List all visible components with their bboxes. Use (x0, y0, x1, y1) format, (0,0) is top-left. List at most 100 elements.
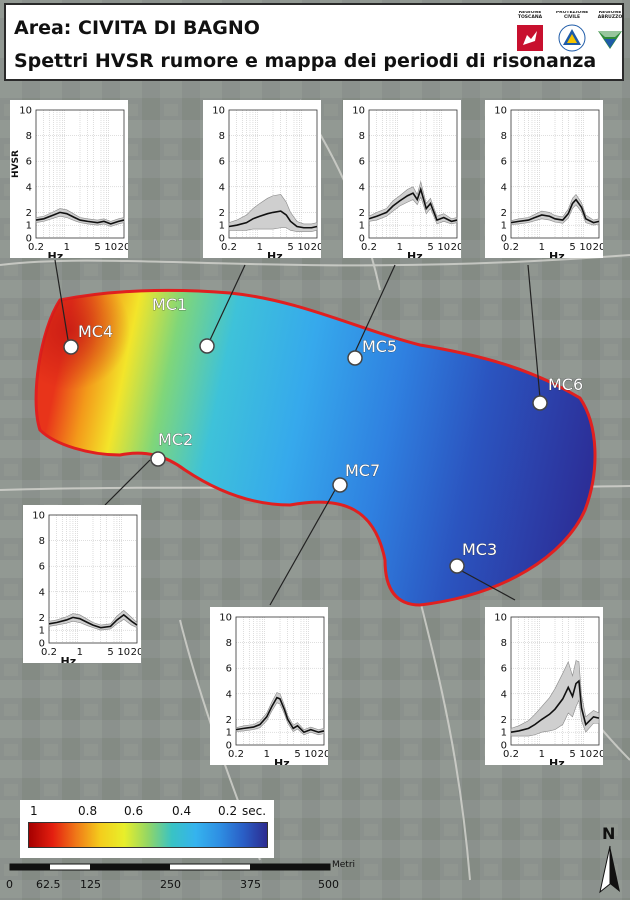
logo-text: REGIONE TOSCANA (517, 11, 543, 20)
y-tick-label: 6 (26, 157, 32, 168)
y-tick-label: 1 (359, 221, 365, 232)
scale-bar-graphic (9, 863, 331, 871)
x-axis-label: Hz (274, 757, 290, 765)
y-tick-label: 10 (494, 613, 507, 624)
plot-frame (235, 616, 325, 746)
hvsr-chart-mc3: 0 1 2 4 6 8 10 0.2 1 Hz 5 10 20 (485, 607, 603, 765)
plot-frame (35, 109, 125, 239)
plot-frame (48, 514, 138, 644)
legend-label: 1 (30, 804, 38, 818)
scale-label: 375 (240, 878, 261, 891)
hvsr-chart-mc7: 0 1 2 4 6 8 10 0.2 1 Hz 5 10 20 (210, 607, 328, 765)
y-tick-label: 4 (359, 182, 365, 193)
y-tick-label: 4 (39, 587, 45, 598)
north-label: N (602, 824, 616, 843)
x-tick-label: 5 (427, 242, 433, 253)
y-tick-label: 0 (219, 234, 225, 245)
hvsr-std-band (48, 609, 138, 631)
y-tick-label: 1 (501, 221, 507, 232)
y-tick-label: 6 (226, 664, 232, 675)
x-tick-label: 20 (593, 749, 603, 760)
x-tick-label: 20 (311, 242, 321, 253)
x-tick-label: 20 (451, 242, 461, 253)
x-tick-label: 0.2 (503, 242, 519, 253)
x-tick-label: 10 (297, 242, 310, 253)
y-tick-label: 1 (226, 728, 232, 739)
legend-label: 0.2 (218, 804, 238, 818)
title-block: Area: CIVITA DI BAGNO Spettri HVSR rumor… (4, 3, 624, 81)
y-axis-label: HVSR (11, 150, 21, 178)
hvsr-chart-mc2: 0 1 2 4 6 8 10 0.2 1 5 10 20 Hz (23, 505, 141, 663)
hvsr-mean-line (368, 186, 458, 223)
plot-frame (228, 109, 318, 239)
y-tick-label: 4 (226, 689, 232, 700)
hvsr-mean-line (235, 696, 325, 734)
y-tick-label: 4 (26, 182, 32, 193)
x-tick-label: 10 (304, 749, 317, 760)
x-tick-label: 1 (257, 242, 263, 253)
site-marker-mc7[interactable] (332, 477, 348, 493)
y-tick-label: 0 (501, 741, 507, 752)
site-label-mc7: MC7 (345, 461, 380, 480)
x-axis-label: Hz (407, 250, 423, 258)
y-tick-label: 6 (359, 157, 365, 168)
site-marker-mc1[interactable] (199, 338, 215, 354)
x-tick-label: 5 (287, 242, 293, 253)
y-tick-label: 10 (212, 106, 225, 117)
y-tick-label: 10 (219, 613, 232, 624)
scale-label: 125 (80, 878, 101, 891)
y-tick-label: 0 (226, 741, 232, 752)
x-tick-label: 0.2 (228, 749, 244, 760)
x-tick-label: 5 (569, 749, 575, 760)
y-tick-label: 6 (501, 157, 507, 168)
x-tick-label: 10 (117, 647, 130, 658)
hvsr-mean-line (510, 679, 600, 733)
site-marker-mc6[interactable] (532, 395, 548, 411)
x-axis-label: Hz (549, 757, 565, 765)
x-tick-label: 10 (579, 242, 592, 253)
y-tick-label: 2 (39, 613, 45, 624)
y-tick-label: 2 (501, 715, 507, 726)
y-tick-label: 1 (26, 221, 32, 232)
hvsr-mean-line (35, 211, 125, 225)
x-tick-label: 0.2 (28, 242, 44, 253)
site-marker-mc2[interactable] (150, 451, 166, 467)
protezione-civile-icon (558, 24, 586, 52)
y-tick-label: 4 (219, 182, 225, 193)
hvsr-mean-line (228, 210, 318, 229)
y-tick-label: 10 (19, 106, 32, 117)
y-tick-label: 10 (352, 106, 365, 117)
y-tick-label: 2 (219, 208, 225, 219)
site-marker-mc3[interactable] (449, 558, 465, 574)
scale-unit: Metri (332, 860, 356, 870)
site-marker-mc4[interactable] (63, 339, 79, 355)
y-tick-label: 4 (501, 182, 507, 193)
scale-label: 0 (6, 878, 13, 891)
x-tick-label: 20 (131, 647, 141, 658)
x-tick-label: 1 (539, 242, 545, 253)
y-tick-label: 6 (219, 157, 225, 168)
y-tick-label: 0 (39, 639, 45, 650)
y-tick-label: 6 (39, 562, 45, 573)
y-tick-label: 4 (501, 689, 507, 700)
y-tick-label: 8 (226, 638, 232, 649)
plot-frame (510, 616, 600, 746)
x-tick-label: 1 (397, 242, 403, 253)
hvsr-std-band (235, 692, 325, 736)
x-tick-label: 5 (94, 242, 100, 253)
y-tick-label: 0 (501, 234, 507, 245)
x-tick-label: 1 (64, 242, 70, 253)
legend-label: 0.6 (124, 804, 144, 818)
site-marker-mc5[interactable] (347, 350, 363, 366)
y-tick-label: 8 (26, 131, 32, 142)
site-label-mc4: MC4 (78, 322, 113, 341)
x-tick-label: 0.2 (503, 749, 519, 760)
y-tick-label: 1 (39, 626, 45, 637)
x-tick-label: 5 (107, 647, 113, 658)
y-tick-label: 8 (39, 536, 45, 547)
